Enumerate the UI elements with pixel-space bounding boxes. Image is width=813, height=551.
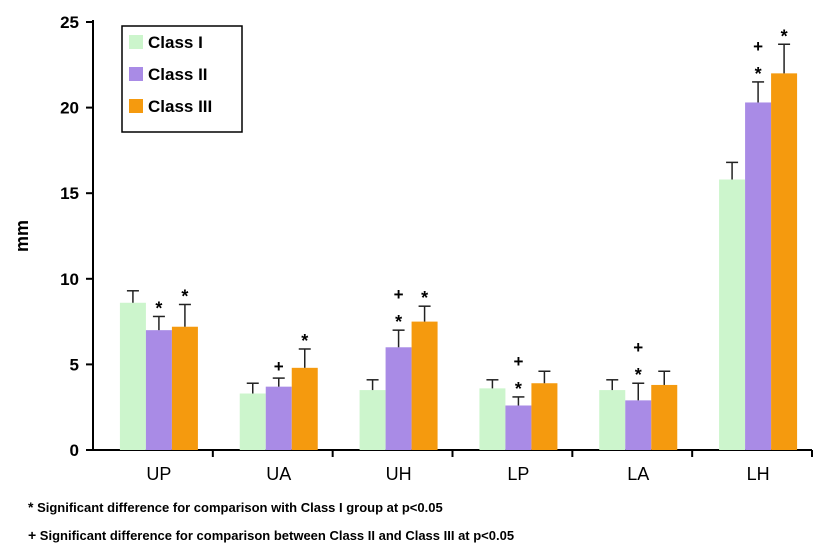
footnote-mark: * <box>28 499 34 515</box>
footnote-text: Significant difference for comparison wi… <box>33 500 443 515</box>
bar-class-i <box>479 388 506 450</box>
significance-star: * <box>781 26 788 46</box>
y-axis-label: mm <box>12 220 32 252</box>
bar-class-i <box>119 302 146 450</box>
bar-class-i <box>359 390 386 450</box>
significance-plus: + <box>513 352 523 371</box>
bar-class-i <box>599 390 626 450</box>
x-tick-label: UP <box>146 464 171 484</box>
y-tick-label: 20 <box>60 99 79 118</box>
bar-chart: 0 5 10 15 20 25 mm UP * * UA + * UH * + * LP * + LA * + LH * + * Cl… <box>12 13 813 484</box>
bar-class-ii <box>145 330 172 450</box>
bar-class-i <box>239 393 266 450</box>
bar-class-ii <box>505 405 532 450</box>
bar-class-iii <box>171 326 198 450</box>
significance-star: * <box>155 298 162 318</box>
bar-class-iii <box>771 73 798 451</box>
significance-star: * <box>395 312 402 332</box>
footnote-mark: + <box>28 527 37 543</box>
y-tick-label: 0 <box>70 441 79 460</box>
significance-star: * <box>515 379 522 399</box>
significance-star: * <box>755 64 762 84</box>
legend-swatch <box>129 67 143 81</box>
significance-plus: + <box>753 37 763 56</box>
y-tick-label: 5 <box>70 355 79 374</box>
significance-plus: + <box>274 357 284 376</box>
bar-class-ii <box>385 347 412 450</box>
bar-class-iii <box>531 383 558 450</box>
legend-label: Class II <box>148 65 208 84</box>
significance-star: * <box>421 288 428 308</box>
footnote-significance-class2-vs-3: + Significant difference for comparison … <box>28 527 514 543</box>
footnote-text: Significant difference for comparison be… <box>36 528 515 543</box>
y-tick-label: 25 <box>60 13 79 32</box>
bar-class-iii <box>651 384 678 450</box>
bar-class-iii <box>411 321 438 450</box>
significance-plus: + <box>633 338 643 357</box>
bar-class-i <box>719 179 746 450</box>
significance-star: * <box>181 286 188 306</box>
x-tick-label: LP <box>507 464 529 484</box>
y-tick-label: 15 <box>60 184 79 203</box>
bar-class-ii <box>265 386 292 450</box>
bar-class-iii <box>291 367 318 450</box>
x-tick-label: LA <box>627 464 649 484</box>
x-tick-label: LH <box>747 464 770 484</box>
significance-plus: + <box>394 285 404 304</box>
bar-class-ii <box>625 400 652 450</box>
footnote-significance-class1: * Significant difference for comparison … <box>28 499 443 515</box>
significance-star: * <box>635 365 642 385</box>
legend-swatch <box>129 35 143 49</box>
legend-label: Class III <box>148 97 212 116</box>
x-tick-label: UA <box>266 464 291 484</box>
x-tick-label: UH <box>386 464 412 484</box>
legend-swatch <box>129 99 143 113</box>
significance-star: * <box>301 331 308 351</box>
bar-class-ii <box>745 102 772 451</box>
legend-label: Class I <box>148 33 203 52</box>
y-tick-label: 10 <box>60 270 79 289</box>
